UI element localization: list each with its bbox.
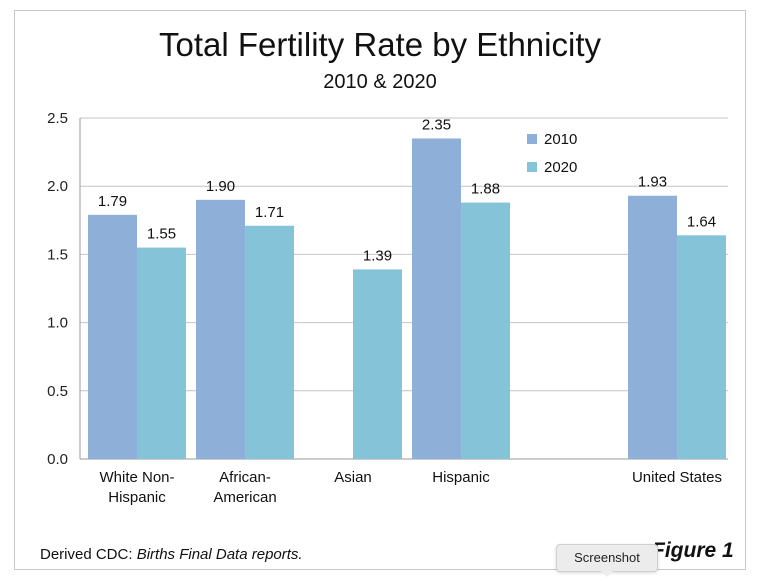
- category-label: Asian: [334, 469, 372, 486]
- tooltip-arrow: [600, 570, 614, 577]
- bar-2010: [628, 195, 677, 460]
- bar-2010: [88, 214, 137, 459]
- data-label: 2.35: [422, 116, 451, 133]
- bar-2020: [461, 202, 510, 459]
- bar-2020: [245, 225, 294, 459]
- data-label: 1.71: [255, 204, 284, 221]
- bar-2020: [353, 269, 402, 459]
- y-tick-label: 2.5: [47, 110, 68, 127]
- bar-2020: [677, 235, 726, 459]
- legend-label: 2020: [544, 159, 577, 176]
- category-label: American: [213, 489, 276, 506]
- bar-2010: [412, 138, 461, 459]
- data-label: 1.64: [687, 213, 716, 230]
- category-label: African-: [219, 469, 271, 486]
- legend-swatch-2010: [527, 134, 537, 144]
- screenshot-tooltip: Screenshot: [556, 544, 658, 572]
- data-label: 1.93: [638, 174, 667, 191]
- y-tick-label: 1.5: [47, 246, 68, 263]
- category-label: White Non-: [99, 469, 174, 486]
- data-label: 1.79: [98, 193, 127, 210]
- legend-swatch-2020: [527, 162, 537, 172]
- y-tick-label: 1.0: [47, 315, 68, 332]
- data-label: 1.88: [471, 181, 500, 198]
- category-label: Hispanic: [108, 489, 166, 506]
- y-tick-label: 0.5: [47, 383, 68, 400]
- legend-label: 2010: [544, 131, 577, 148]
- source-prefix: Derived CDC:: [40, 546, 137, 563]
- data-label: 1.55: [147, 226, 176, 243]
- y-tick-label: 0.0: [47, 451, 68, 468]
- category-label: United States: [632, 469, 722, 486]
- source-note: Derived CDC: Births Final Data reports.: [40, 546, 303, 563]
- bar-2010: [196, 199, 245, 459]
- category-label: Hispanic: [432, 469, 490, 486]
- data-label: 1.39: [363, 247, 392, 264]
- y-tick-label: 2.0: [47, 178, 68, 195]
- source-italic: Births Final Data reports.: [136, 546, 303, 563]
- bar-2020: [137, 247, 186, 459]
- chart-subtitle: 2010 & 2020: [323, 71, 437, 93]
- data-label: 1.90: [206, 178, 235, 195]
- chart-title: Total Fertility Rate by Ethnicity: [159, 26, 601, 63]
- figure-label: Figure 1: [652, 539, 734, 562]
